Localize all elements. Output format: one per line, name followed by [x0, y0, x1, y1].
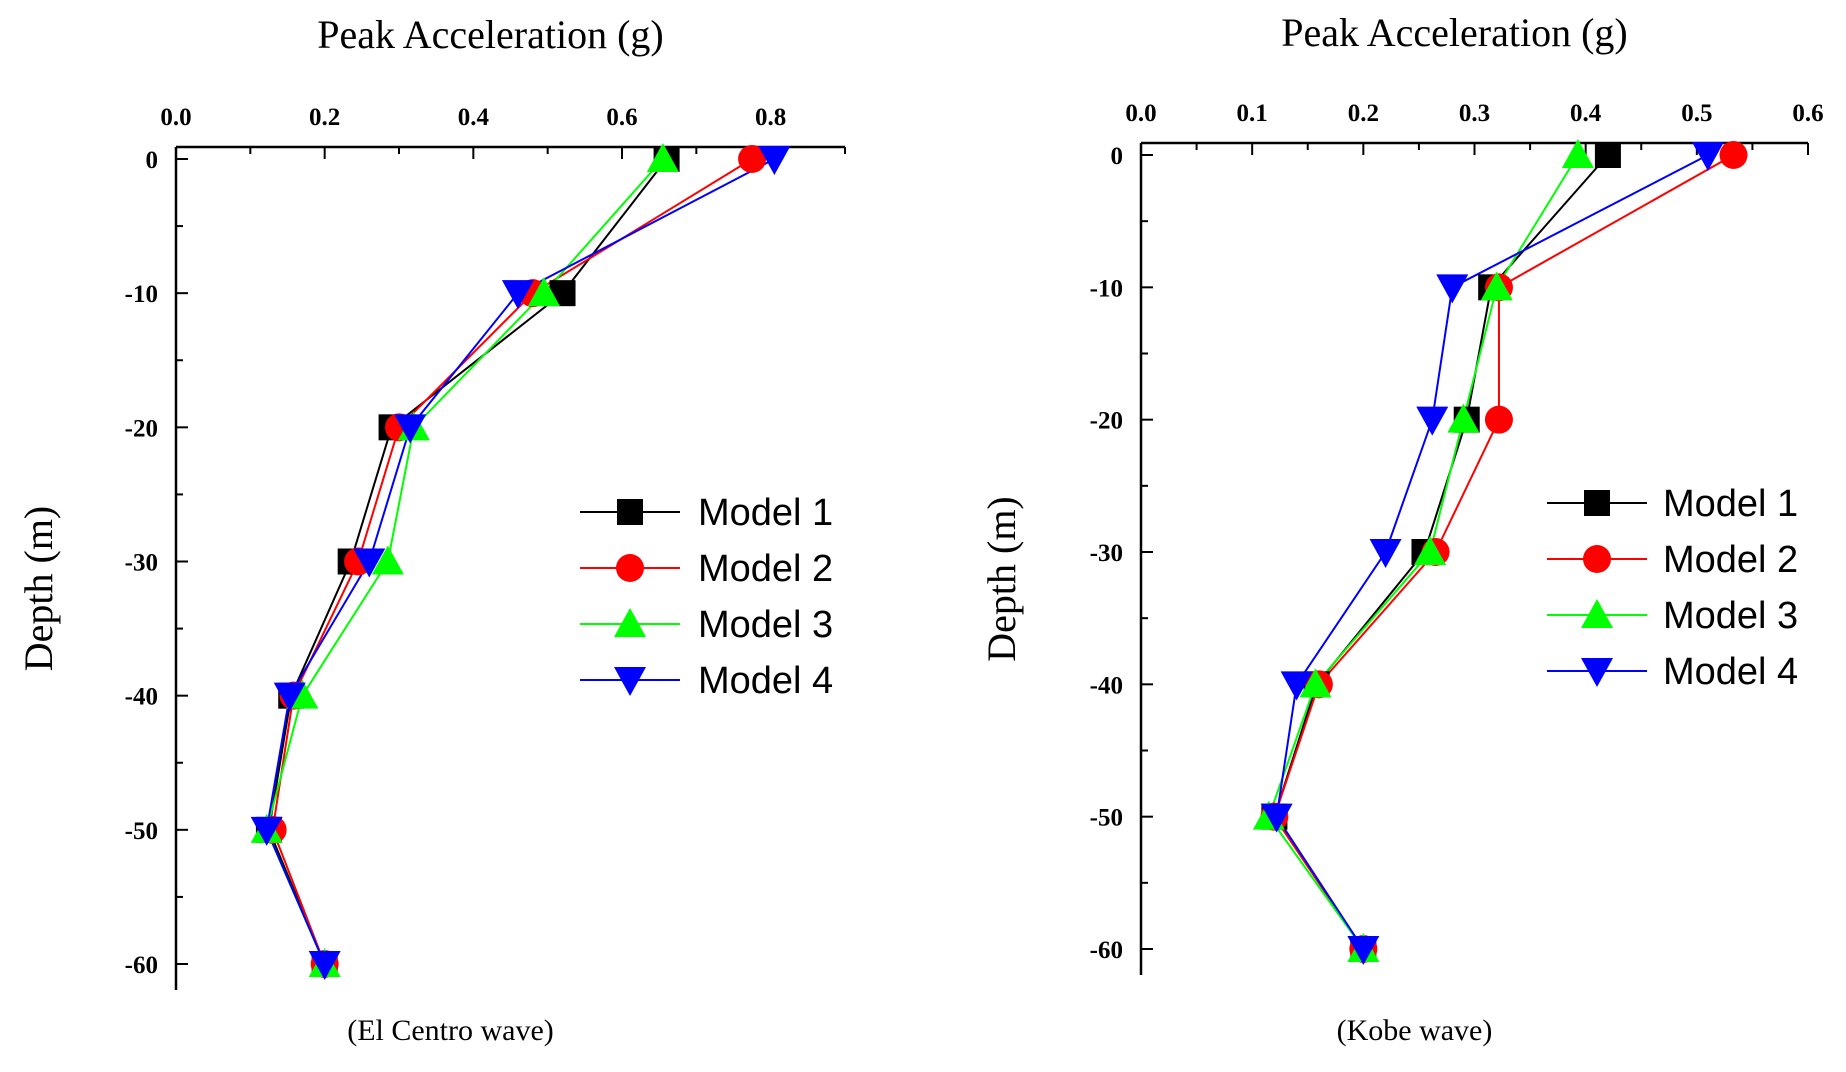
x-tick-label: 0.6	[606, 104, 637, 131]
data-point-model-4	[1260, 803, 1293, 833]
x-tick-label: 0.0	[1125, 100, 1156, 127]
x-tick-label: 0.4	[1570, 100, 1602, 127]
data-point-model-4	[1280, 671, 1313, 701]
data-point-model-2	[738, 145, 767, 173]
x-tick-label: 0.2	[309, 104, 340, 131]
data-point-model-3	[1561, 139, 1594, 168]
legend-label: Model 1	[1663, 483, 1798, 525]
y-tick-label: -10	[1090, 275, 1123, 302]
data-point-model-4	[1347, 936, 1380, 965]
data-point-model-3	[1480, 271, 1513, 301]
legend-label: Model 1	[698, 492, 833, 534]
data-point-model-3	[1299, 668, 1332, 698]
x-tick-label: 0.4	[458, 104, 490, 131]
series-line-model-3	[265, 158, 664, 965]
data-point-model-4	[1369, 539, 1402, 568]
chart-panel-2: 0.0 0.1 0.2 0.3 0.4 0.5 0.6 0 -10 -20 -30 -40 -50 -60…	[979, 10, 1824, 1047]
x-tick-label: 0.6	[1792, 100, 1823, 127]
data-point-model-4	[1691, 142, 1724, 171]
legend-marker	[616, 554, 644, 582]
y-tick-label: -60	[1090, 937, 1123, 964]
legend-marker	[1584, 490, 1610, 516]
data-point-model-4	[308, 951, 341, 980]
data-point-model-3	[527, 277, 560, 307]
y-tick-label: -30	[125, 550, 158, 577]
legend-marker	[1581, 599, 1613, 628]
data-point-model-2	[1719, 141, 1748, 169]
x-tick-label: 0.0	[160, 104, 191, 131]
data-point-model-3	[371, 545, 404, 575]
x-axis-title: Peak Acceleration (g)	[1281, 10, 1628, 55]
legend-marker	[617, 499, 643, 525]
legend-marker	[614, 667, 646, 696]
legend-marker	[1581, 658, 1613, 687]
data-point-model-4	[273, 682, 306, 712]
y-tick-label: 0	[1111, 143, 1124, 170]
chart-panel-1: 0.0 0.2 0.4 0.6 0.8 0 -10 -20 -30 -40 -50 -60 Peak A…	[16, 12, 846, 1047]
data-point-model-1	[1594, 142, 1621, 168]
x-axis-title: Peak Acceleration (g)	[317, 12, 664, 57]
data-point-model-3	[1414, 536, 1447, 565]
legend-marker	[1583, 545, 1611, 573]
y-tick-label: -50	[1090, 805, 1123, 832]
y-axis-title: Depth (m)	[16, 506, 61, 672]
y-tick-label: -40	[1090, 672, 1123, 699]
legend-label: Model 2	[1663, 539, 1798, 581]
data-point-model-4	[394, 414, 427, 444]
data-point-model-4	[758, 146, 791, 175]
legend-label: Model 4	[1663, 651, 1798, 693]
data-point-model-4	[353, 548, 386, 578]
y-tick-label: -60	[125, 952, 158, 979]
series-line-model-4	[1275, 154, 1709, 950]
y-tick-label: -30	[1090, 540, 1123, 567]
y-axis-title: Depth (m)	[979, 496, 1024, 662]
x-tick-label: 0.3	[1459, 100, 1490, 127]
y-tick-label: -40	[125, 684, 158, 711]
legend-marker	[614, 608, 646, 637]
legend-label: Model 3	[698, 604, 833, 646]
data-point-model-4	[1436, 274, 1469, 304]
data-point-model-4	[501, 280, 534, 310]
chart-caption: (El Centro wave)	[347, 1014, 554, 1047]
y-tick-label: -20	[125, 415, 158, 442]
y-tick-label: -10	[125, 281, 158, 308]
legend: Model 1 Model 2 Model 3 Model 4	[1547, 483, 1798, 693]
data-point-model-4	[1416, 406, 1449, 436]
x-tick-label: 0.8	[755, 104, 786, 131]
x-tick-label: 0.1	[1237, 100, 1268, 127]
chart-caption: (Kobe wave)	[1337, 1014, 1493, 1047]
y-tick-label: -50	[125, 818, 158, 845]
legend-label: Model 3	[1663, 595, 1798, 637]
data-point-model-4	[250, 816, 283, 846]
x-tick-label: 0.5	[1681, 100, 1712, 127]
legend-label: Model 2	[698, 548, 833, 590]
y-tick-label: 0	[146, 147, 159, 174]
legend: Model 1 Model 2 Model 3 Model 4	[580, 492, 833, 702]
y-tick-label: -20	[1090, 408, 1123, 435]
data-point-model-2	[1484, 405, 1513, 434]
data-point-model-3	[646, 143, 679, 172]
legend-label: Model 4	[698, 660, 833, 702]
x-tick-label: 0.2	[1348, 100, 1379, 127]
series-line-model-1	[267, 158, 668, 965]
data-point-model-3	[1447, 403, 1480, 433]
